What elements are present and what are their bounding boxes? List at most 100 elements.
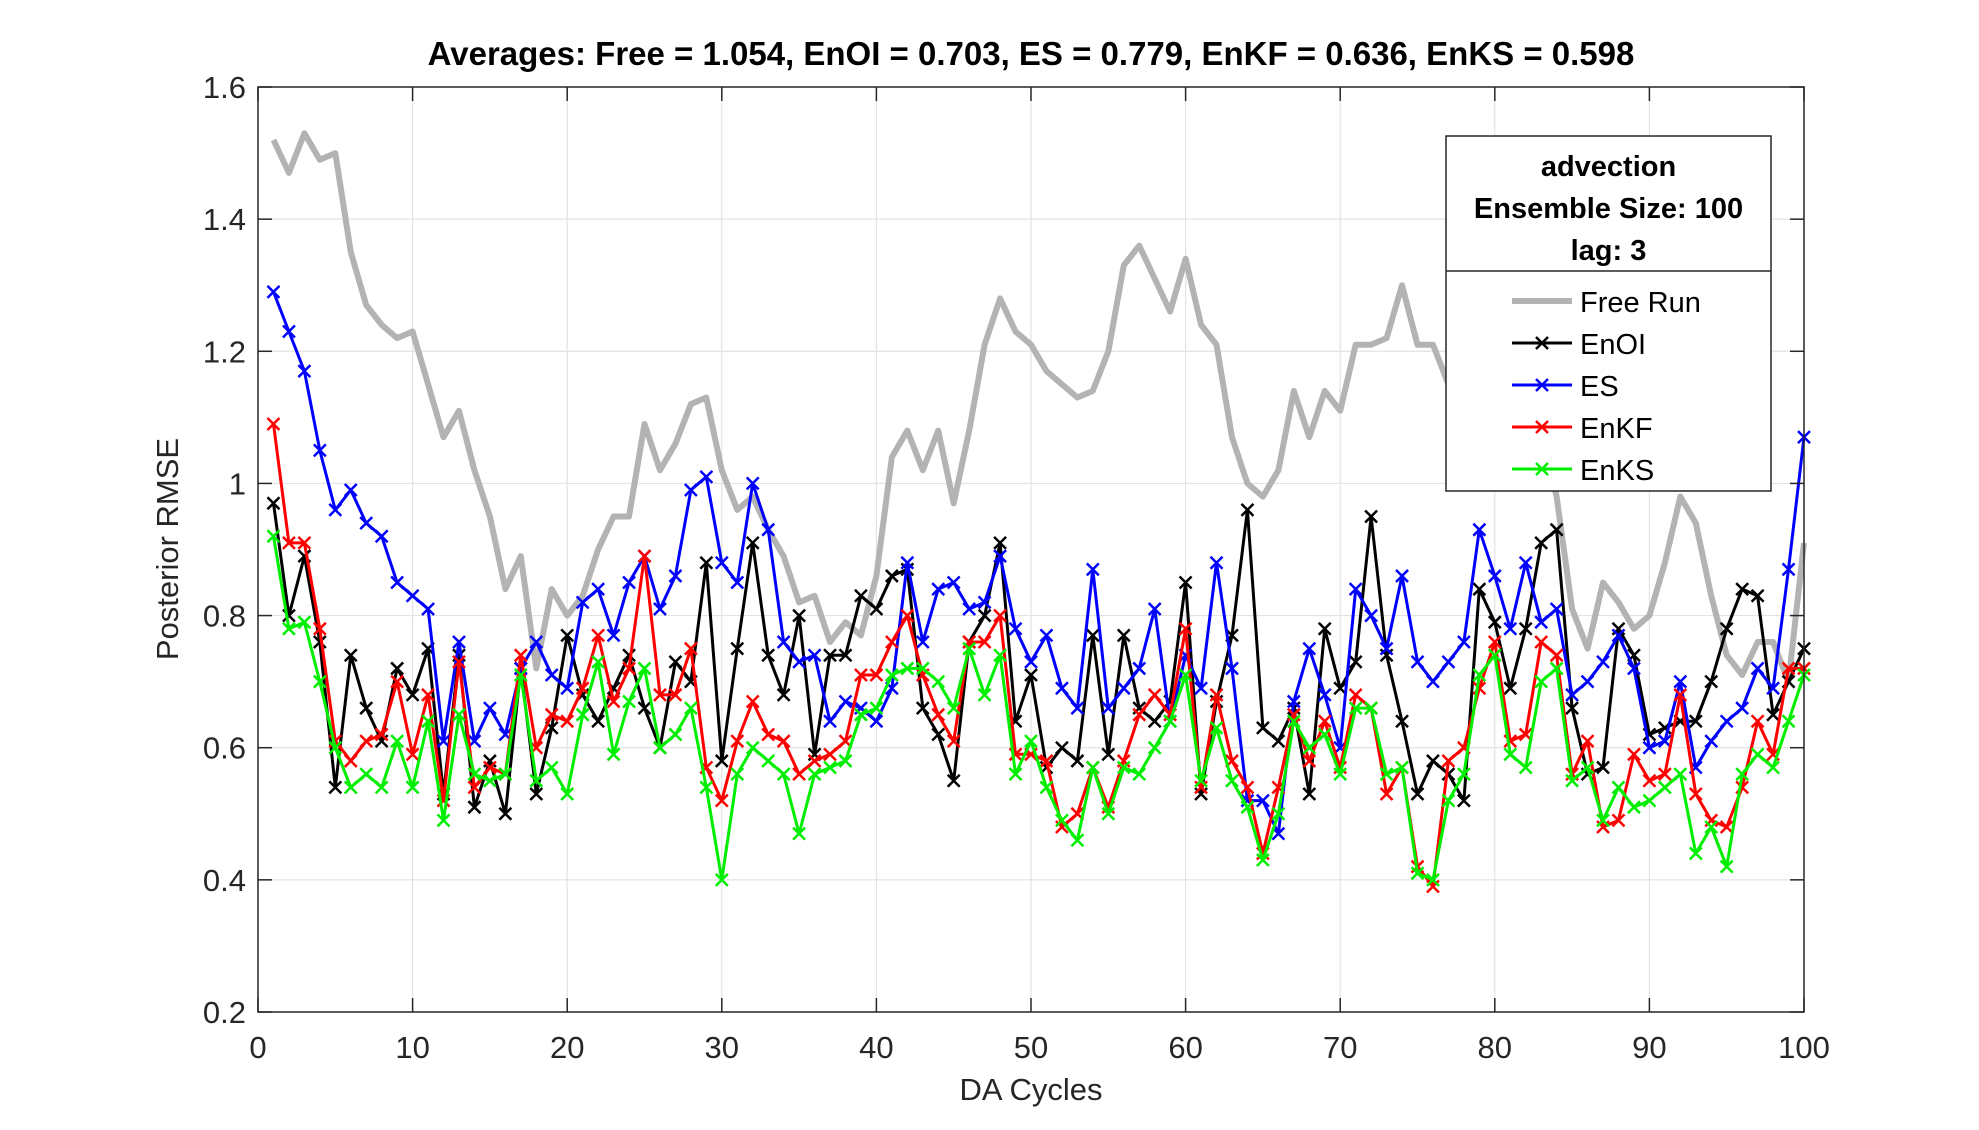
data-point (1781, 661, 1796, 676)
data-point (900, 608, 915, 623)
data-point (1781, 714, 1796, 729)
data-point (1364, 701, 1379, 715)
y-tick-label: 0.2 (203, 995, 246, 1030)
data-point (807, 648, 822, 663)
data-point (1704, 734, 1719, 748)
data-point (993, 536, 1007, 550)
data-point (1719, 820, 1734, 834)
data-point (343, 648, 358, 663)
data-point (560, 714, 575, 729)
data-point (467, 767, 482, 782)
series-line (272, 291, 1806, 836)
data-point (869, 701, 884, 715)
data-point (1240, 502, 1255, 517)
data-point (668, 569, 683, 583)
data-point (1348, 654, 1363, 669)
data-point (1410, 787, 1425, 801)
data-point (544, 668, 559, 682)
data-point (343, 780, 358, 795)
data-point (730, 734, 745, 748)
data-point (1163, 714, 1178, 729)
data-point (343, 754, 358, 768)
data-point (1534, 615, 1549, 630)
data-point (869, 668, 884, 682)
legend-box (1445, 135, 1772, 492)
data-point (745, 476, 760, 491)
data-point (1426, 754, 1440, 768)
data-point (575, 707, 590, 722)
data-point (575, 595, 590, 610)
data-point (1456, 767, 1471, 782)
data-point (328, 780, 343, 795)
data-point (421, 687, 435, 702)
y-axis-label: Posterior RMSE (150, 438, 185, 660)
data-point (1549, 648, 1564, 663)
data-point (606, 628, 621, 643)
data-point (1317, 727, 1332, 742)
data-point (452, 635, 466, 649)
data-point (282, 536, 296, 550)
legend-marker (1535, 462, 1549, 476)
data-point (544, 707, 559, 722)
data-point (467, 800, 482, 815)
data-point (915, 661, 930, 676)
data-point (467, 780, 482, 795)
data-point (1456, 793, 1471, 808)
data-point (1364, 509, 1379, 524)
data-point (1750, 714, 1765, 729)
data-point (1317, 621, 1332, 636)
data-point (1055, 813, 1069, 828)
data-point (745, 740, 760, 755)
data-point (915, 701, 930, 715)
data-point (606, 747, 621, 762)
data-point (653, 740, 667, 755)
data-point (1256, 721, 1270, 735)
x-tick-label: 90 (1632, 1030, 1666, 1065)
data-point (1766, 681, 1780, 696)
data-point (1735, 582, 1750, 597)
data-point (1379, 787, 1394, 801)
data-point (1565, 701, 1579, 715)
data-point (498, 806, 513, 821)
data-point (1657, 734, 1672, 748)
data-point (1518, 555, 1533, 570)
data-point (328, 502, 343, 517)
data-point (483, 760, 497, 775)
data-point (1379, 641, 1394, 656)
data-point (266, 529, 281, 544)
data-point (1580, 734, 1595, 748)
legend-marker (1535, 336, 1549, 350)
data-point (1039, 754, 1054, 768)
data-point (1441, 754, 1456, 768)
data-point (869, 714, 884, 729)
data-point (1302, 740, 1317, 755)
data-point (1194, 681, 1208, 696)
legend-header-line: advection (1541, 151, 1676, 183)
data-point (529, 635, 544, 649)
data-point (1101, 806, 1116, 821)
data-point (1147, 687, 1162, 702)
data-point (1735, 767, 1750, 782)
data-point (637, 701, 652, 715)
data-point (1549, 522, 1564, 537)
data-point (606, 694, 621, 709)
legend-entry-label: ES (1580, 371, 1619, 403)
data-point (1395, 760, 1409, 775)
data-point (1565, 773, 1579, 788)
series-lines (266, 130, 1811, 894)
data-point (1673, 687, 1688, 702)
data-point (915, 635, 930, 649)
data-point (1657, 780, 1672, 795)
data-point (1627, 800, 1641, 815)
data-point (668, 687, 683, 702)
data-point (962, 641, 977, 656)
data-point (1472, 522, 1487, 537)
data-point (792, 767, 806, 782)
data-point (714, 793, 729, 808)
data-point (1580, 760, 1595, 775)
data-point (1055, 681, 1069, 696)
data-point (1395, 714, 1409, 729)
data-point (1518, 621, 1533, 636)
data-point (823, 714, 837, 729)
